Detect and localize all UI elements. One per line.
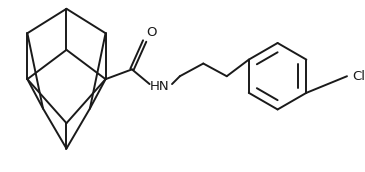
Text: Cl: Cl	[352, 70, 365, 83]
Text: O: O	[146, 26, 157, 39]
Text: HN: HN	[150, 80, 169, 93]
